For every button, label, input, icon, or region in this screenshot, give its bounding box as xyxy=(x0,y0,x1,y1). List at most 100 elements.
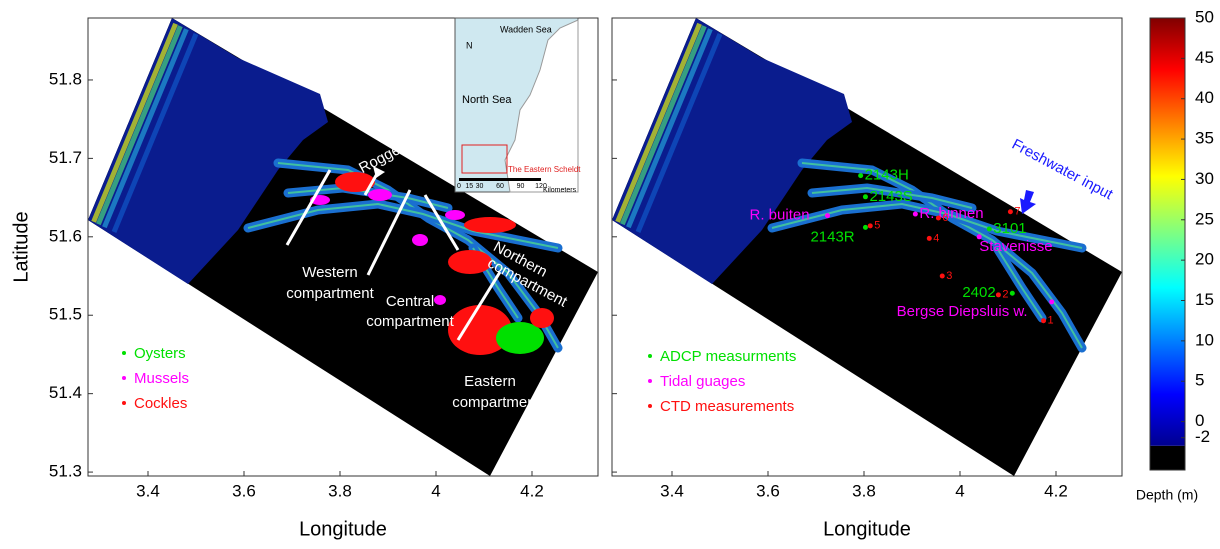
legend-marker xyxy=(648,404,652,408)
legend-label: Cockles xyxy=(134,395,187,412)
colorbar-tick-label: 50 xyxy=(1195,7,1214,26)
scale-label: 60 xyxy=(496,183,504,190)
annotation: compartment xyxy=(286,285,374,302)
colorbar-tick-label: 10 xyxy=(1195,330,1214,349)
x-axis-label: Longitude xyxy=(823,518,911,540)
shellfish-bed xyxy=(434,295,446,305)
x-tick-label: 3.6 xyxy=(232,481,256,500)
station xyxy=(987,226,992,231)
station-label: 7 xyxy=(1014,206,1020,218)
legend-marker xyxy=(648,354,652,358)
station-label: R. binnen xyxy=(919,205,983,222)
station-label: Stavenisse xyxy=(979,238,1052,255)
input-arrow xyxy=(1020,190,1036,214)
station xyxy=(996,292,1001,297)
station-label: 3 xyxy=(946,270,952,282)
shellfish-bed xyxy=(448,250,492,274)
station xyxy=(858,173,863,178)
colorbar-tick-label: 45 xyxy=(1195,48,1214,67)
x-tick-label: 3.6 xyxy=(756,481,780,500)
figure: Latitude Longitude Longitude Depth (m) 3… xyxy=(0,0,1220,544)
inset-label: N xyxy=(466,40,473,50)
y-tick-label: 51.4 xyxy=(49,383,82,402)
inset-label: The Eastern Scheldt xyxy=(508,165,581,174)
station xyxy=(863,194,868,199)
station-label: 2143R xyxy=(810,228,854,245)
x-tick-label: 4 xyxy=(955,481,964,500)
station-label: R. buiten xyxy=(750,207,810,224)
shellfish-bed xyxy=(530,308,554,328)
scale-label: 90 xyxy=(517,183,525,190)
x-tick-label: 4.2 xyxy=(520,481,544,500)
y-axis-label: Latitude xyxy=(10,211,32,282)
colorbar-gradient xyxy=(1150,18,1185,446)
legend-marker xyxy=(122,376,126,380)
legend-label: Mussels xyxy=(134,370,189,387)
station-label: 2143H xyxy=(865,167,909,184)
annotation: compartment xyxy=(366,313,454,330)
colorbar-tick-label: 5 xyxy=(1195,371,1204,390)
colorbar-tick-label: 20 xyxy=(1195,250,1214,269)
station xyxy=(940,274,945,279)
station xyxy=(913,212,918,217)
legend-label: CTD measurements xyxy=(660,398,794,415)
station-label: 1 xyxy=(1048,315,1054,327)
x-axis-label: Longitude xyxy=(299,518,387,540)
legend-label: ADCP measurments xyxy=(660,348,796,365)
station-label: 2143S xyxy=(869,188,912,205)
inset-label: Wadden Sea xyxy=(500,24,552,34)
scale-bar xyxy=(459,178,541,181)
x-tick-label: 4.2 xyxy=(1044,481,1068,500)
y-tick-label: 51.6 xyxy=(49,226,82,245)
legend-marker xyxy=(648,379,652,383)
legend-marker xyxy=(122,351,126,355)
station-label: 4 xyxy=(933,232,939,244)
station xyxy=(863,225,868,230)
station-label: 2 xyxy=(1002,289,1008,301)
station xyxy=(1010,291,1015,296)
scale-label: 30 xyxy=(476,183,484,190)
y-tick-label: 51.5 xyxy=(49,305,82,324)
colorbar-tick-label: 35 xyxy=(1195,129,1214,148)
station-label: 2402 xyxy=(962,284,995,301)
scale-label: 0 xyxy=(457,183,461,190)
colorbar-tick-label: 15 xyxy=(1195,290,1214,309)
x-tick-label: 3.8 xyxy=(328,481,352,500)
station-label: 3101 xyxy=(993,220,1026,237)
scale-label: 15 xyxy=(465,183,473,190)
station xyxy=(1049,299,1054,304)
x-tick-label: 4 xyxy=(431,481,440,500)
x-tick-label: 3.4 xyxy=(136,481,160,500)
station-label: 5 xyxy=(874,220,880,232)
inset-label: North Sea xyxy=(462,94,512,106)
colorbar-label: Depth (m) xyxy=(1136,487,1198,503)
x-tick-label: 3.4 xyxy=(660,481,684,500)
annotation: Central xyxy=(386,293,434,310)
scale-unit: Kilometers xyxy=(543,187,577,194)
x-tick-label: 3.8 xyxy=(852,481,876,500)
panel-label: (a) xyxy=(108,51,129,70)
shellfish-bed xyxy=(368,189,392,201)
station xyxy=(1041,318,1046,323)
annotation: Eastern xyxy=(464,373,516,390)
annotation: Western xyxy=(302,264,358,281)
station xyxy=(825,213,830,218)
station xyxy=(868,223,873,228)
station xyxy=(927,236,932,241)
colorbar-tick-label: 25 xyxy=(1195,209,1214,228)
annotation: compartment xyxy=(452,394,540,411)
y-tick-label: 51.3 xyxy=(49,462,82,481)
shellfish-bed xyxy=(445,210,465,220)
colorbar-tick-label: 30 xyxy=(1195,169,1214,188)
legend-marker xyxy=(122,401,126,405)
colorbar-tick-label: 40 xyxy=(1195,88,1214,107)
station-label: Bergse Diepsluis w. xyxy=(897,303,1028,320)
y-tick-label: 51.7 xyxy=(49,148,82,167)
y-tick-label: 51.8 xyxy=(49,69,82,88)
legend-label: Tidal guages xyxy=(660,373,745,390)
station xyxy=(936,215,941,220)
colorbar-black xyxy=(1150,446,1185,470)
annotation: Freshwater input xyxy=(1009,136,1116,204)
shellfish-bed xyxy=(464,217,516,233)
station xyxy=(1008,209,1013,214)
